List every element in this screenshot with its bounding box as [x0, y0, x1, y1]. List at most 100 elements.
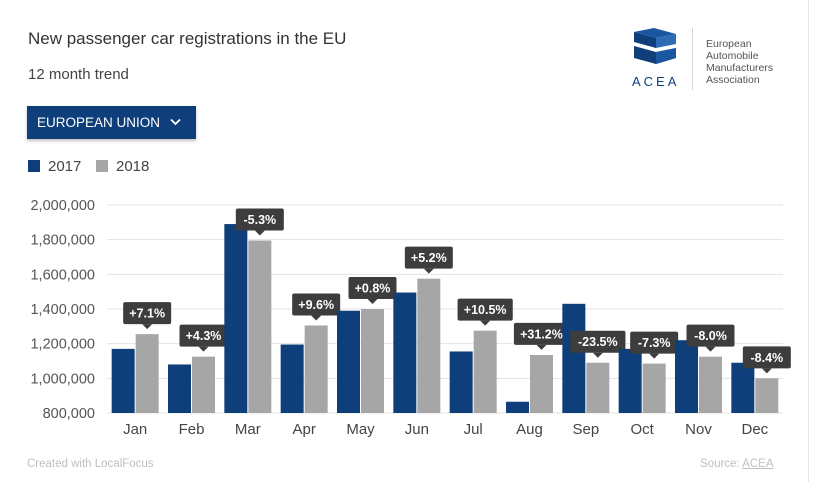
annotation-bubble [123, 302, 172, 325]
footer-credit: Created with LocalFocus [27, 458, 154, 470]
bar-2018 [530, 354, 553, 413]
bar-2017 [224, 224, 248, 413]
region-dropdown[interactable]: EUROPEAN UNION [27, 106, 196, 139]
annotation-bubble [348, 277, 397, 299]
bar-2018 [473, 330, 497, 413]
bar-2018 [361, 309, 384, 413]
annotation-label: +0.8% [355, 282, 391, 296]
y-tick-label: 800,000 [43, 406, 95, 422]
bar-2017 [675, 340, 698, 413]
bar-2017 [337, 310, 360, 413]
x-tick-label: May [346, 421, 375, 438]
source-prefix: Source: [700, 458, 740, 470]
legend-item-2017[interactable]: 2017 [28, 158, 81, 175]
annotation-label: -23.5% [578, 335, 618, 349]
bar-2017 [393, 292, 417, 413]
annotation-label: +31.2% [520, 327, 563, 341]
x-tick-label: Dec [741, 421, 768, 438]
annotation-label: +10.5% [464, 303, 507, 317]
legend-label: 2018 [116, 158, 150, 175]
annotation-pointer [142, 324, 153, 330]
annotation-label: -5.3% [244, 213, 277, 227]
legend-item-2018[interactable]: 2018 [96, 158, 149, 175]
annotation-bubble [742, 346, 791, 369]
annotation-bubble [179, 324, 228, 347]
legend-label: 2017 [48, 158, 82, 175]
annotation-label: +7.1% [129, 307, 165, 321]
x-tick-label: Sep [572, 421, 599, 438]
annotation-pointer [592, 352, 603, 358]
x-tick-label: Oct [630, 421, 654, 438]
annotation-label: +4.3% [186, 329, 222, 343]
logo-line: Association [706, 74, 760, 86]
x-tick-label: Jun [405, 421, 429, 438]
y-tick-label: 1,200,000 [30, 337, 95, 353]
logo-line: Automobile [706, 50, 759, 62]
logo-line: European [706, 38, 752, 50]
bar-2018 [192, 356, 215, 413]
annotation-pointer [480, 320, 491, 326]
bar-2018 [642, 363, 666, 413]
annotation-label: -8.0% [694, 329, 727, 343]
chart-subtitle: 12 month trend [28, 66, 129, 83]
bar-2018 [699, 356, 722, 413]
acea-cube-icon [634, 28, 676, 64]
bar-2018 [304, 325, 328, 413]
x-tick-label: Nov [685, 421, 712, 438]
x-tick-label: Jul [464, 421, 483, 438]
bar-2017 [618, 348, 642, 413]
bar-2017 [731, 362, 755, 413]
bar-2018 [755, 378, 779, 413]
x-tick-label: Jan [123, 421, 147, 438]
logo-divider [692, 28, 693, 90]
y-tick-label: 1,400,000 [30, 302, 95, 318]
annotation-bubble [235, 208, 284, 231]
source-link[interactable]: ACEA [742, 458, 774, 470]
annotation-bubble [404, 246, 453, 269]
annotation-bubble [513, 322, 570, 345]
legend-swatch-2018 [96, 160, 108, 172]
annotation-pointer [705, 346, 716, 352]
annotation-pointer [198, 346, 209, 352]
region-dropdown-label: EUROPEAN UNION [37, 115, 161, 130]
bar-2018 [135, 334, 159, 413]
footer-source: Source: ACEA [700, 458, 774, 470]
bar-2017 [168, 364, 191, 413]
annotation-bubble [630, 331, 679, 354]
annotation-bubble [570, 330, 626, 353]
x-tick-label: Feb [179, 421, 205, 438]
annotation-pointer [423, 268, 434, 274]
annotation-pointer [254, 230, 265, 236]
annotation-pointer [536, 344, 547, 350]
annotation-bubble [457, 298, 513, 321]
x-tick-label: Aug [516, 421, 543, 438]
y-tick-label: 1,600,000 [30, 267, 95, 283]
x-tick-label: Mar [235, 421, 261, 438]
acea-logo: ACEA European Automobile Manufacturers A… [630, 26, 800, 92]
x-tick-label: Apr [292, 421, 315, 438]
legend-swatch-2017 [28, 160, 40, 172]
annotation-label: -8.4% [751, 351, 784, 365]
bar-2017 [506, 401, 529, 413]
bar-2017 [562, 303, 586, 413]
chevron-down-icon [170, 106, 181, 139]
y-tick-label: 1,800,000 [30, 233, 95, 249]
frame-edge [808, 0, 809, 482]
bar-2018 [417, 278, 441, 413]
bar-2018 [586, 362, 610, 413]
bar-2018 [248, 240, 272, 413]
annotation-pointer [649, 353, 660, 359]
chart-title: New passenger car registrations in the E… [28, 29, 347, 48]
annotation-bubble [292, 293, 341, 316]
logo-line: Manufacturers [706, 62, 774, 74]
annotation-label: +9.6% [298, 298, 334, 312]
y-tick-label: 1,000,000 [30, 371, 95, 387]
annotation-bubble [686, 324, 735, 347]
y-tick-label: 2,000,000 [30, 198, 95, 214]
annotation-pointer [761, 368, 772, 374]
bar-2017 [449, 351, 473, 413]
acea-wordmark: ACEA [632, 74, 680, 89]
annotation-pointer [311, 315, 322, 321]
annotation-pointer [367, 299, 378, 304]
